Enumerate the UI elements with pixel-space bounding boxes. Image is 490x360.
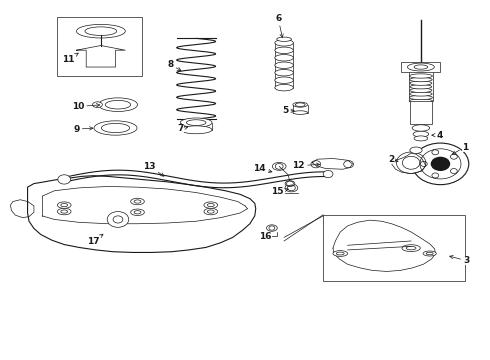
- Ellipse shape: [180, 118, 212, 127]
- Text: 15: 15: [271, 187, 288, 196]
- Text: 12: 12: [293, 161, 319, 170]
- Ellipse shape: [293, 102, 308, 107]
- Ellipse shape: [275, 69, 294, 76]
- Text: 9: 9: [73, 125, 93, 134]
- Text: 5: 5: [282, 106, 294, 115]
- Ellipse shape: [275, 62, 294, 68]
- Ellipse shape: [285, 184, 298, 192]
- Ellipse shape: [412, 125, 430, 131]
- Bar: [57, 17, 143, 76]
- Circle shape: [396, 152, 426, 174]
- Ellipse shape: [293, 111, 308, 114]
- Ellipse shape: [414, 136, 428, 141]
- Text: 8: 8: [168, 60, 181, 71]
- Ellipse shape: [409, 99, 433, 103]
- Polygon shape: [76, 45, 125, 67]
- Polygon shape: [313, 158, 352, 169]
- Ellipse shape: [410, 77, 432, 82]
- Text: 17: 17: [87, 234, 103, 246]
- Ellipse shape: [402, 245, 420, 252]
- Ellipse shape: [410, 88, 432, 93]
- Ellipse shape: [275, 55, 294, 61]
- Ellipse shape: [131, 198, 145, 205]
- Text: 11: 11: [62, 53, 78, 64]
- Text: 14: 14: [253, 164, 272, 173]
- Ellipse shape: [423, 251, 436, 256]
- Ellipse shape: [408, 63, 434, 71]
- Polygon shape: [27, 176, 256, 252]
- Polygon shape: [10, 200, 34, 218]
- Ellipse shape: [275, 47, 294, 54]
- Text: 2: 2: [389, 155, 398, 164]
- Ellipse shape: [98, 98, 138, 112]
- Ellipse shape: [204, 208, 218, 215]
- Text: 6: 6: [275, 14, 283, 37]
- Ellipse shape: [277, 37, 292, 41]
- Ellipse shape: [180, 126, 212, 134]
- Text: 1: 1: [452, 143, 468, 154]
- Ellipse shape: [272, 162, 286, 170]
- Ellipse shape: [410, 81, 432, 85]
- Ellipse shape: [410, 74, 432, 78]
- Ellipse shape: [131, 209, 145, 216]
- Ellipse shape: [410, 95, 432, 100]
- Text: 13: 13: [144, 162, 164, 176]
- Circle shape: [323, 171, 333, 177]
- Text: 16: 16: [259, 232, 272, 241]
- Circle shape: [107, 212, 129, 227]
- Ellipse shape: [410, 85, 432, 89]
- Ellipse shape: [57, 202, 71, 208]
- Ellipse shape: [94, 121, 137, 135]
- Text: 4: 4: [432, 131, 442, 140]
- Text: 3: 3: [450, 256, 469, 265]
- Bar: [401, 62, 441, 72]
- Circle shape: [58, 175, 71, 184]
- Ellipse shape: [285, 181, 295, 186]
- Ellipse shape: [275, 77, 294, 84]
- Text: 7: 7: [177, 124, 188, 133]
- Ellipse shape: [413, 131, 429, 137]
- Ellipse shape: [93, 102, 102, 108]
- Ellipse shape: [410, 92, 432, 96]
- Ellipse shape: [267, 225, 277, 231]
- Text: 10: 10: [72, 102, 100, 111]
- Ellipse shape: [410, 147, 422, 153]
- Circle shape: [431, 157, 450, 171]
- Ellipse shape: [333, 251, 347, 256]
- Ellipse shape: [204, 202, 218, 208]
- Ellipse shape: [275, 40, 294, 46]
- Bar: [323, 215, 465, 281]
- Polygon shape: [392, 153, 426, 174]
- Ellipse shape: [275, 85, 294, 91]
- Bar: [410, 101, 432, 125]
- Ellipse shape: [57, 208, 71, 215]
- Circle shape: [412, 143, 469, 185]
- Polygon shape: [333, 220, 436, 271]
